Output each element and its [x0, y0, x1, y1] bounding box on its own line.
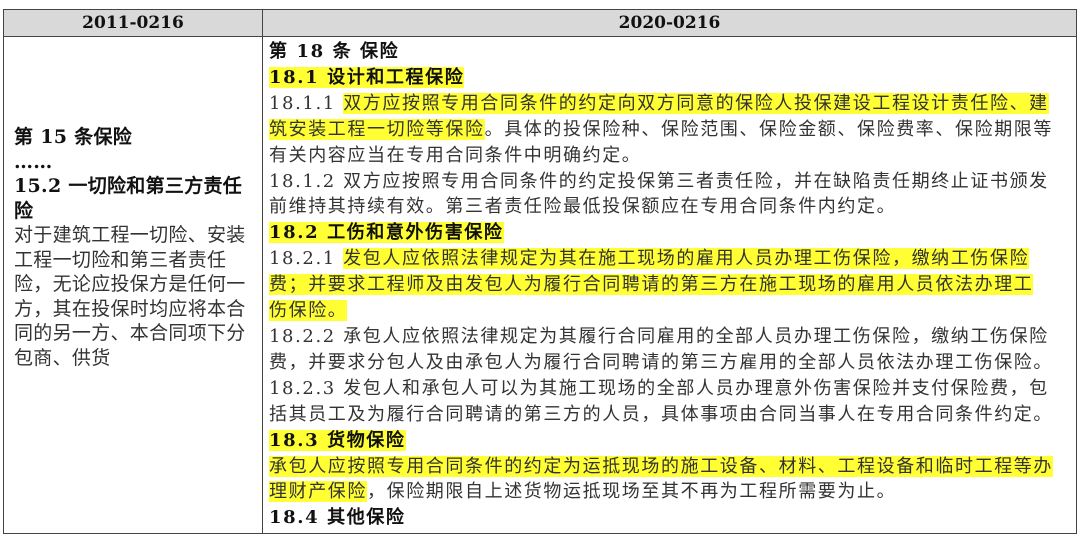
- clause-body-line: 筑安装工程一切险等保险。具体的投保险种、保险范围、保险金额、保险费率、保险期限等: [269, 117, 1076, 143]
- text-segment: 前维持其持续有效。第三者责任险最低投保额应在专用合同条件内约定。: [269, 196, 897, 218]
- highlighted-text: 承包人应按照专用合同条件的约定为运抵现场的施工设备、材料、工程设备和临时工程等办: [269, 455, 1053, 477]
- clause-body-line: 承包人应按照专用合同条件的约定为运抵现场的施工设备、材料、工程设备和临时工程等办: [269, 454, 1076, 480]
- clause-body-line: 工程一切险和第三者责任: [14, 248, 227, 271]
- clause-body-line: 18.1.2 双方应按照专用合同条件的约定投保第三者责任险，并在缺陷责任期终止证…: [269, 169, 1076, 195]
- content-row: 第 15 条保险…… 15.2 一切险和第三方责任险对于建筑工程一切险、安装 工程一…: [3, 36, 1077, 534]
- clause-body-line: 包商、供货: [14, 346, 111, 369]
- text-segment: 有关内容应当在专用合同条件中明确约定。: [269, 144, 642, 166]
- clause-heading-line: 18.4 其他保险: [269, 505, 1076, 531]
- text-segment: ，保险期限自上述货物运抵现场至其不再为工程所需要为止。: [367, 481, 897, 503]
- clause-body-line: 前维持其持续有效。第三者责任险最低投保额应在专用合同条件内约定。: [269, 194, 1076, 220]
- clause-heading-line: 18.3 货物保险: [269, 428, 1076, 454]
- header-row: 2011-0216 2020-0216: [3, 9, 1077, 37]
- clause-body-line: 对于建筑工程一切险、安装: [14, 224, 246, 246]
- highlighted-text: 费；并要求工程师及由发包人为履行合同聘请的第三方在施工现场的雇用人员依法办理工: [269, 274, 1034, 296]
- clause-body-line: 伤保险。: [269, 298, 1076, 324]
- text-segment: 括其员工及为履行合同聘请的第三方的人员，具体事项由合同当事人在专用合同条件约定。: [269, 403, 1053, 425]
- clause-body-line: 理财产保险，保险期限自上述货物运抵现场至其不再为工程所需要为止。: [269, 479, 1076, 505]
- header-2011: 2011-0216: [3, 9, 263, 37]
- clause-heading-line: 18.1 设计和工程保险: [269, 65, 1076, 91]
- text-segment: 第 18 条 保险: [269, 41, 400, 62]
- text-segment: 18.1.2 双方应按照专用合同条件的约定投保第三者责任险，并在缺陷责任期终止证…: [269, 170, 1049, 192]
- highlighted-text: 筑安装工程一切险等保险: [269, 118, 485, 140]
- clause-body-line: 18.2.1 发包人应依照法律规定为其在施工现场的雇用人员办理工伤保险，缴纳工伤…: [269, 246, 1076, 272]
- highlighted-text: 伤保险。: [269, 300, 348, 322]
- clause-body-line: 费，并要求分包人及由承包人为履行合同聘请的第三方雇用的全部人员依法办理工伤保险。: [269, 350, 1076, 376]
- text-segment: 。具体的投保险种、保险范围、保险金额、保险费率、保险期限等: [484, 118, 1054, 140]
- clause-heading-line: ……: [14, 150, 53, 173]
- clause-body-line: 18.2.2 承包人应依照法律规定为其履行合同雇用的全部人员办理工伤保险，缴纳工…: [269, 324, 1076, 350]
- text-segment: 18.2.1: [269, 248, 344, 270]
- clause-body-line: 同的另一方、本合同项下分: [14, 322, 246, 344]
- cell-2011: 第 15 条保险…… 15.2 一切险和第三方责任险对于建筑工程一切险、安装 工程一…: [3, 36, 263, 534]
- cell-2020: 第 18 条 保险 18.1 设计和工程保险 18.1.1 双方应按照专用合同条件的…: [262, 36, 1077, 534]
- highlighted-text: 理财产保险: [269, 481, 367, 503]
- clause-heading-line: 险: [14, 199, 34, 222]
- clause-2011-text: 第 15 条保险…… 15.2 一切险和第三方责任险对于建筑工程一切险、安装 工程一…: [4, 37, 262, 370]
- clause-2020-text: 第 18 条 保险 18.1 设计和工程保险 18.1.1 双方应按照专用合同条件的…: [269, 39, 1076, 531]
- text-segment: 18.1.1: [269, 92, 344, 114]
- clause-body-line: 方，其在投保时均应将本合: [14, 297, 246, 320]
- text-segment: 费，并要求分包人及由承包人为履行合同聘请的第三方雇用的全部人员依法办理工伤保险。: [269, 351, 1053, 373]
- comparison-table: 2011-0216 2020-0216 第 15 条保险…… 15.2 一切险和第…: [3, 9, 1077, 534]
- clause-heading-line: 18.2 工伤和意外伤害保险: [269, 220, 1076, 246]
- highlighted-text: 18.3 货物保险: [269, 429, 406, 451]
- text-segment: 18.4 其他保险: [269, 507, 406, 529]
- clause-body-line: 有关内容应当在专用合同条件中明确约定。: [269, 143, 1076, 169]
- highlighted-text: 双方应按照专用合同条件的约定向双方同意的保险人投保建设工程设计责任险、建: [343, 92, 1049, 114]
- highlighted-text: 18.1 设计和工程保险: [269, 66, 465, 88]
- highlighted-text: 18.2 工伤和意外伤害保险: [269, 222, 504, 244]
- clause-heading-line: 第 15 条保险: [14, 126, 133, 148]
- text-segment: 18.2.2 承包人应依照法律规定为其履行合同雇用的全部人员办理工伤保险，缴纳工…: [269, 325, 1049, 347]
- clause-body-line: 18.2.3 发包人和承包人可以为其施工现场的全部人员办理意外伤害保险并支付保险…: [269, 376, 1076, 402]
- clause-heading-line: 15.2 一切险和第三方责任: [14, 175, 243, 197]
- clause-body-line: 费；并要求工程师及由发包人为履行合同聘请的第三方在施工现场的雇用人员依法办理工: [269, 272, 1076, 298]
- clause-body-line: 括其员工及为履行合同聘请的第三方的人员，具体事项由合同当事人在专用合同条件约定。: [269, 402, 1076, 428]
- header-2020: 2020-0216: [262, 9, 1077, 37]
- clause-body-line: 险，无论应投保方是任何一: [14, 273, 246, 295]
- clause-heading-line: 第 18 条 保险: [269, 39, 1076, 65]
- clause-body-line: 18.1.1 双方应按照专用合同条件的约定向双方同意的保险人投保建设工程设计责任…: [269, 91, 1076, 117]
- text-segment: 18.2.3 发包人和承包人可以为其施工现场的全部人员办理意外伤害保险并支付保险…: [269, 377, 1049, 399]
- highlighted-text: 发包人应依照法律规定为其在施工现场的雇用人员办理工伤保险，缴纳工伤保险: [343, 248, 1030, 270]
